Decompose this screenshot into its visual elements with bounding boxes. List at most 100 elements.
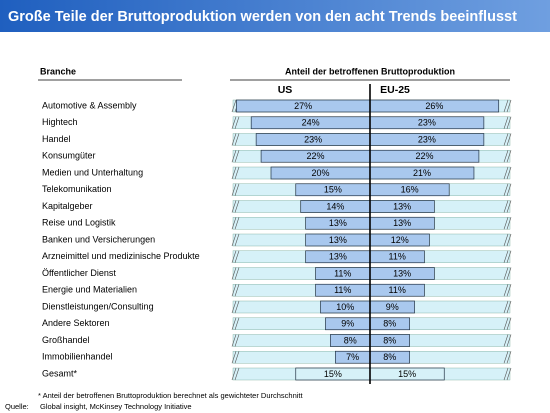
value-label: 14% (326, 201, 344, 211)
break-mark (234, 200, 240, 213)
break-mark (503, 317, 509, 330)
value-label: 22% (415, 151, 433, 161)
break-mark (503, 233, 509, 247)
break-mark (234, 317, 240, 330)
value-label: 9% (386, 302, 399, 312)
break-mark (503, 284, 509, 297)
break-mark (506, 334, 512, 347)
break-mark (234, 367, 240, 381)
value-label: 13% (329, 252, 347, 262)
break-mark (231, 183, 237, 196)
break-mark (506, 183, 512, 196)
category-label: Hightech (42, 117, 78, 127)
break-mark (234, 300, 240, 314)
value-label: 21% (413, 168, 431, 178)
break-mark (506, 166, 512, 180)
break-mark (506, 300, 512, 314)
category-label: Energie und Materialien (42, 285, 137, 295)
value-header: Anteil der betroffenen Bruttoproduktion (285, 66, 455, 76)
category-label: Großhandel (42, 335, 90, 345)
value-label: 8% (383, 335, 396, 345)
value-label: 22% (307, 151, 325, 161)
break-mark (503, 300, 509, 314)
break-mark (234, 267, 240, 280)
break-mark (231, 116, 237, 129)
value-label: 8% (383, 352, 396, 362)
category-label: Öffentlicher Dienst (42, 268, 116, 278)
break-mark (231, 166, 237, 180)
break-mark (506, 267, 512, 280)
break-mark (506, 284, 512, 297)
break-mark (506, 200, 512, 213)
category-label: Dienstleistungen/Consulting (42, 301, 154, 311)
break-mark (234, 284, 240, 297)
category-label: Immobilienhandel (42, 352, 113, 362)
break-mark (231, 233, 237, 247)
break-mark (234, 334, 240, 347)
value-label: 16% (401, 185, 419, 195)
break-mark (231, 217, 237, 230)
category-label: Reise und Logistik (42, 218, 116, 228)
break-mark (503, 267, 509, 280)
break-mark (503, 217, 509, 230)
break-mark (234, 183, 240, 196)
break-mark (506, 233, 512, 247)
category-label: Gesamt* (42, 368, 78, 378)
source-label: Quelle: (5, 402, 29, 411)
break-mark (506, 150, 512, 163)
value-label: 15% (398, 369, 416, 379)
category-label: Kapitalgeber (42, 201, 93, 211)
break-mark (506, 367, 512, 381)
category-label: Andere Sektoren (42, 318, 110, 328)
break-mark (231, 150, 237, 163)
category-label: Banken und Versicherungen (42, 234, 155, 244)
value-label: 13% (329, 235, 347, 245)
break-mark (506, 250, 512, 263)
break-mark (503, 183, 509, 196)
category-label: Telekomunikation (42, 184, 112, 194)
break-mark (503, 150, 509, 163)
source: Global insight, McKinsey Technology Init… (40, 402, 192, 411)
break-mark (503, 116, 509, 129)
value-label: 11% (389, 285, 406, 295)
category-header: Branche (40, 66, 76, 76)
break-mark (234, 133, 240, 146)
value-label: 23% (304, 134, 322, 144)
break-mark (506, 133, 512, 146)
value-label: 8% (344, 335, 357, 345)
break-mark (231, 300, 237, 314)
value-label: 9% (341, 319, 354, 329)
break-mark (503, 166, 509, 180)
break-mark (231, 267, 237, 280)
value-label: 10% (336, 302, 354, 312)
break-mark (234, 250, 240, 263)
break-mark (231, 351, 237, 364)
value-label: 13% (393, 201, 411, 211)
category-label: Konsumgüter (42, 151, 96, 161)
break-mark (503, 250, 509, 263)
break-mark (231, 317, 237, 330)
category-label: Arzneimittel und medizinische Produkte (42, 251, 200, 261)
break-mark (231, 133, 237, 146)
chart-title: Große Teile der Bruttoproduktion werden … (8, 9, 517, 25)
value-label: 11% (334, 268, 351, 278)
value-label: 13% (393, 218, 411, 228)
value-label: 13% (329, 218, 347, 228)
series-header: EU-25 (380, 84, 410, 96)
value-label: 15% (324, 369, 342, 379)
value-label: 27% (294, 101, 312, 111)
break-mark (234, 150, 240, 163)
break-mark (506, 351, 512, 364)
value-label: 20% (311, 168, 329, 178)
series-header: US (278, 84, 293, 96)
break-mark (234, 351, 240, 364)
break-mark (503, 99, 509, 113)
break-mark (234, 233, 240, 247)
category-label: Medien und Unterhaltung (42, 167, 143, 177)
value-label: 15% (324, 185, 342, 195)
break-mark (503, 334, 509, 347)
break-mark (506, 217, 512, 230)
break-mark (231, 284, 237, 297)
value-label: 26% (425, 101, 443, 111)
